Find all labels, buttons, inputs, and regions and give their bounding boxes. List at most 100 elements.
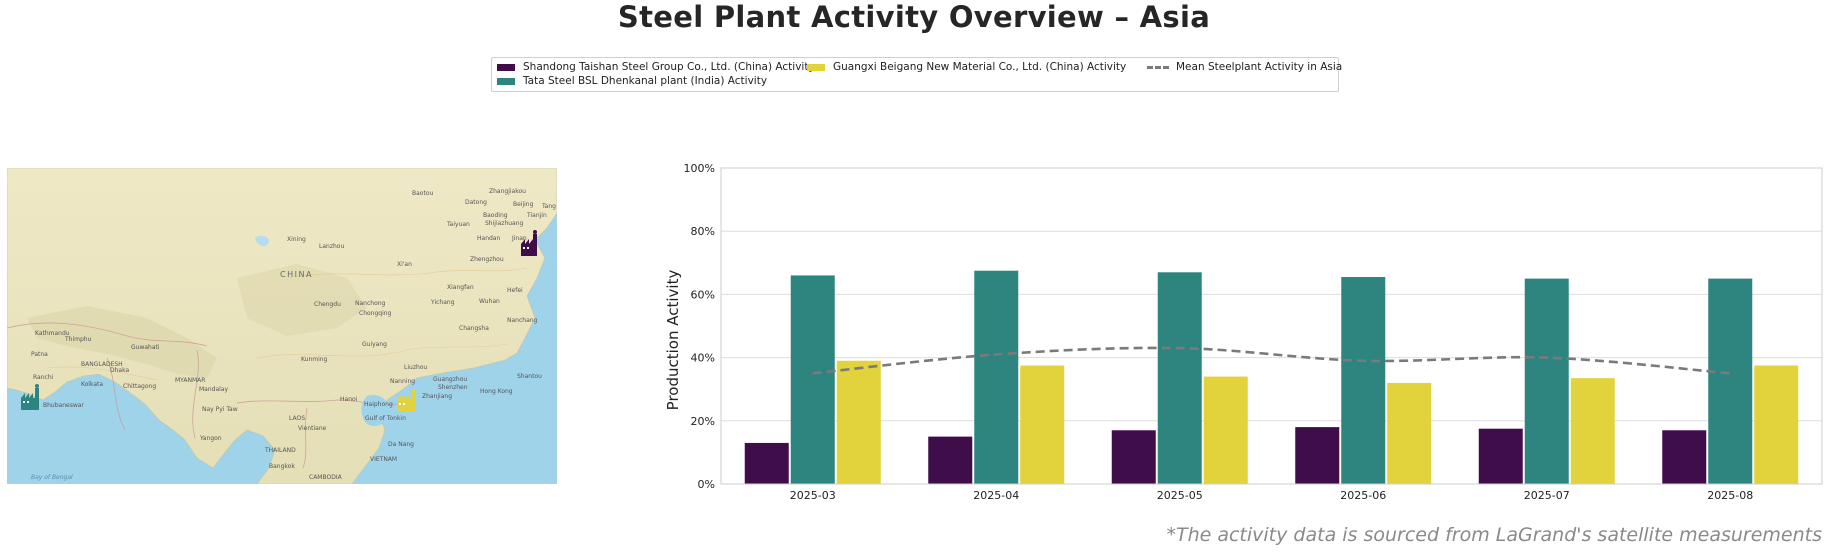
bar-1-2025-04 bbox=[928, 436, 973, 484]
bar-1-2025-06 bbox=[1295, 427, 1340, 484]
map-label: Kathmandu bbox=[35, 330, 70, 337]
y-tick-label: 0% bbox=[698, 478, 715, 491]
map-label: THAILAND bbox=[264, 447, 296, 454]
map-label: Yichang bbox=[430, 299, 455, 306]
axis-layer: 0% 20% 40% 60% 80% 100% 2025-03 2025-04 2025-05 2… bbox=[684, 162, 1823, 502]
map-label: Bhubaneswar bbox=[43, 402, 84, 409]
legend-swatch-guangxi bbox=[807, 63, 825, 71]
map-label: CAMBODIA bbox=[309, 474, 343, 481]
map-label: Hong Kong bbox=[480, 388, 513, 395]
map-label: Chongqing bbox=[359, 310, 392, 317]
map-label: Kunming bbox=[301, 356, 328, 363]
map-label: Tang bbox=[541, 203, 556, 210]
factory-icon-shandong bbox=[521, 230, 537, 256]
bar-3-2025-06 bbox=[1387, 382, 1432, 484]
legend-swatch-tata bbox=[497, 77, 515, 85]
chart-title: Steel Plant Activity Overview – Asia bbox=[617, 0, 1211, 34]
legend-item-tata: Tata Steel BSL Dhenkanal plant (India) A… bbox=[497, 75, 767, 87]
map-label: Chengdu bbox=[314, 301, 341, 308]
legend-dash-mean bbox=[1147, 65, 1169, 69]
y-tick-label: 20% bbox=[691, 415, 715, 428]
legend-swatch-shandong bbox=[497, 63, 515, 71]
map-label: Datong bbox=[465, 199, 487, 206]
map-label: Ranchi bbox=[33, 374, 54, 381]
map-label: VIETNAM bbox=[370, 456, 397, 463]
bar-3-2025-08 bbox=[1754, 365, 1799, 484]
map-label: Baoding bbox=[483, 212, 508, 219]
map-label: Zhanjiang bbox=[422, 393, 452, 400]
map-label: Gulf of Tonkin bbox=[365, 415, 406, 422]
legend-label-tata: Tata Steel BSL Dhenkanal plant (India) A… bbox=[523, 75, 768, 87]
x-tick-label: 2025-06 bbox=[1340, 489, 1386, 502]
map-label: Guiyang bbox=[362, 341, 387, 348]
bar-2-2025-03 bbox=[790, 275, 835, 484]
hills-area-2 bbox=[237, 264, 367, 336]
map-label: Nanchang bbox=[507, 317, 538, 324]
map-label: Shenzhen bbox=[438, 384, 468, 391]
map-label: Nanchong bbox=[355, 300, 386, 307]
map-label: Zhengzhou bbox=[470, 256, 504, 263]
map-label: Shantou bbox=[517, 373, 542, 380]
map-label: Nanning bbox=[390, 378, 415, 385]
map-panel: Baotou Zhangjiakou Datong Beijing Tang B… bbox=[7, 168, 557, 484]
map-label: Changsha bbox=[459, 325, 489, 332]
bar-2-2025-06 bbox=[1341, 277, 1386, 484]
map-label: Shijiazhuang bbox=[485, 220, 524, 227]
legend-label-shandong: Shandong Taishan Steel Group Co., Ltd. (… bbox=[523, 61, 815, 73]
mean-activity-line bbox=[812, 346, 1731, 375]
map-label: Vientiane bbox=[298, 425, 327, 432]
map-label: Dhaka bbox=[110, 367, 129, 374]
bar-1-2025-03 bbox=[744, 442, 789, 484]
map-label: Nay Pyi Taw bbox=[202, 406, 238, 413]
map-label: Kolkata bbox=[81, 381, 103, 388]
map-label: Chittagong bbox=[123, 383, 156, 390]
y-tick-label: 100% bbox=[684, 162, 715, 175]
map-label: LAOS bbox=[289, 415, 305, 422]
map-label: Hefei bbox=[507, 287, 523, 294]
map-label: CHINA bbox=[280, 270, 313, 279]
bar-1-2025-08 bbox=[1662, 430, 1707, 484]
y-tick-label: 60% bbox=[691, 288, 715, 301]
map-label: Yangon bbox=[199, 435, 222, 442]
x-tick-label: 2025-04 bbox=[973, 489, 1019, 502]
gulf-of-tonkin bbox=[361, 394, 390, 427]
map-label: Taiyuan bbox=[446, 221, 470, 228]
legend-item-guangxi: Guangxi Beigang New Material Co., Ltd. (… bbox=[807, 61, 1126, 73]
legend-item-shandong: Shandong Taishan Steel Group Co., Ltd. (… bbox=[497, 61, 815, 73]
map-label: Tianjin bbox=[526, 212, 547, 219]
map-label: Zhangjiakou bbox=[489, 188, 526, 195]
map-label: Handan bbox=[477, 235, 500, 242]
map-label: Liuzhou bbox=[404, 364, 427, 371]
legend-label-mean: Mean Steelplant Activity in Asia bbox=[1176, 61, 1343, 73]
y-axis-label: Production Activity bbox=[664, 270, 682, 411]
y-tick-label: 40% bbox=[691, 352, 715, 365]
map-label: Thimphu bbox=[64, 336, 92, 343]
map-label: BANGLADESH bbox=[81, 361, 123, 368]
legend-label-guangxi: Guangxi Beigang New Material Co., Ltd. (… bbox=[833, 61, 1127, 73]
map-label: Guwahati bbox=[131, 344, 160, 351]
x-tick-label: 2025-03 bbox=[790, 489, 836, 502]
map-label: Xiangfan bbox=[447, 284, 474, 291]
basemap-svg: Baotou Zhangjiakou Datong Beijing Tang B… bbox=[7, 168, 557, 484]
bar-3-2025-05 bbox=[1203, 376, 1248, 484]
plot-frame bbox=[720, 167, 1823, 485]
bar-1-2025-07 bbox=[1478, 428, 1523, 484]
bar-2-2025-08 bbox=[1708, 278, 1753, 484]
y-tick-label: 80% bbox=[691, 225, 715, 238]
factory-icon-guangxi bbox=[397, 390, 415, 412]
bar-2-2025-07 bbox=[1524, 278, 1569, 484]
map-label: Wuhan bbox=[479, 298, 500, 305]
bar-3-2025-07 bbox=[1570, 378, 1615, 484]
lake bbox=[255, 235, 269, 247]
legend-item-mean: Mean Steelplant Activity in Asia bbox=[1147, 61, 1342, 73]
map-label: Hanoi bbox=[340, 396, 358, 403]
legend: Shandong Taishan Steel Group Co., Ltd. (… bbox=[491, 57, 1342, 92]
map-label: Baotou bbox=[412, 190, 433, 197]
map-label: MYANMAR bbox=[175, 377, 205, 384]
map-label: Jinan bbox=[511, 235, 527, 242]
footnote: *The activity data is sourced from LaGra… bbox=[1166, 524, 1822, 546]
hills-area bbox=[27, 306, 217, 378]
bar-1-2025-05 bbox=[1111, 430, 1156, 484]
map-label: Lanzhou bbox=[319, 243, 344, 250]
